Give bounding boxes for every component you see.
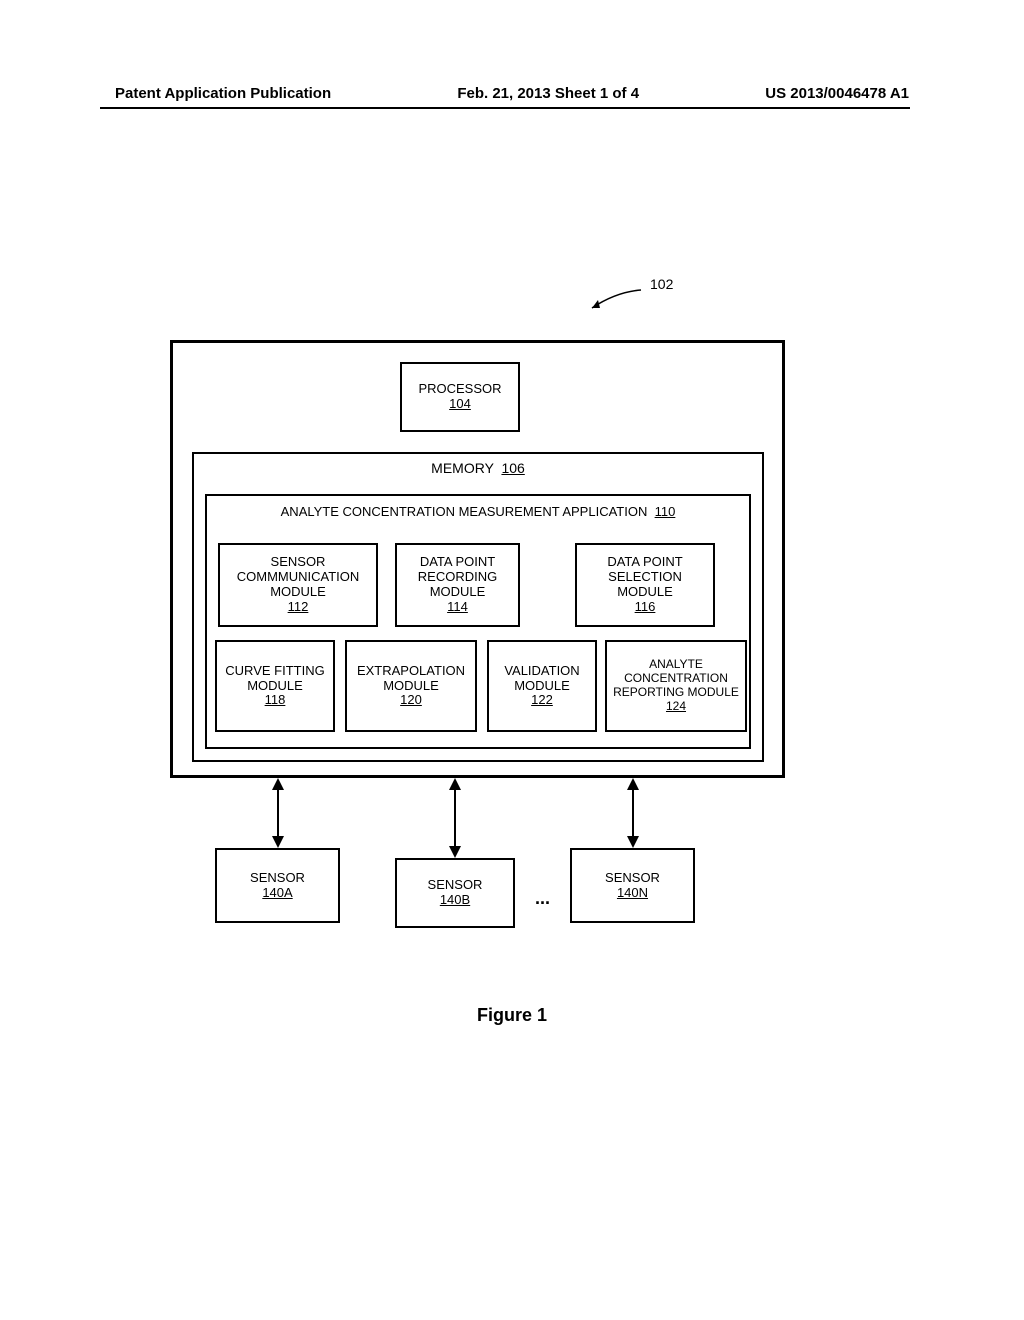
figure-caption: Figure 1 (0, 1005, 1024, 1026)
app-ref: 110 (655, 504, 676, 519)
m124-ref: 124 (666, 700, 686, 714)
m120-ref: 120 (400, 693, 422, 708)
arrow-sensor-n (625, 778, 641, 848)
arrow-sensor-a (270, 778, 286, 848)
m116-ref: 116 (635, 600, 656, 615)
module-118: CURVE FITTING MODULE 118 (215, 640, 335, 732)
sensor-a-title: SENSOR (250, 871, 305, 886)
processor-ref: 104 (449, 397, 471, 412)
m118-l2: MODULE (247, 679, 303, 694)
m118-l1: CURVE FITTING (225, 664, 324, 679)
m122-l1: VALIDATION (504, 664, 579, 679)
module-122: VALIDATION MODULE 122 (487, 640, 597, 732)
ref-102: 102 (650, 276, 673, 292)
m124-l1: ANALYTE (649, 658, 703, 672)
m120-l2: MODULE (383, 679, 439, 694)
m112-ref: 112 (288, 600, 309, 615)
module-120: EXTRAPOLATION MODULE 120 (345, 640, 477, 732)
app-label-row: ANALYTE CONCENTRATION MEASUREMENT APPLIC… (207, 504, 749, 519)
m112-l1: SENSOR (271, 555, 326, 570)
m122-ref: 122 (531, 693, 553, 708)
m118-ref: 118 (265, 693, 286, 708)
m112-l2: COMMMUNICATION (237, 570, 360, 585)
arrow-sensor-b (447, 778, 463, 858)
header-right: US 2013/0046478 A1 (765, 85, 909, 102)
leader-102 (586, 288, 646, 314)
m122-l2: MODULE (514, 679, 570, 694)
processor-title: PROCESSOR (418, 382, 501, 397)
sensor-n: SENSOR 140N (570, 848, 695, 923)
m114-l3: MODULE (430, 585, 486, 600)
app-title: ANALYTE CONCENTRATION MEASUREMENT APPLIC… (281, 504, 648, 519)
m114-ref: 114 (447, 600, 468, 615)
memory-label-row: MEMORY 106 (194, 460, 762, 476)
sensor-ellipsis: ... (535, 888, 550, 909)
memory-ref: 106 (501, 460, 524, 476)
m116-l2: SELECTION (608, 570, 682, 585)
module-114: DATA POINT RECORDING MODULE 114 (395, 543, 520, 627)
sensor-n-ref: 140N (617, 886, 648, 901)
sensor-a: SENSOR 140A (215, 848, 340, 923)
m120-l1: EXTRAPOLATION (357, 664, 465, 679)
module-116: DATA POINT SELECTION MODULE 116 (575, 543, 715, 627)
sensor-b-ref: 140B (440, 893, 470, 908)
page-header: Patent Application Publication Feb. 21, … (0, 85, 1024, 102)
sensor-b: SENSOR 140B (395, 858, 515, 928)
sensor-b-title: SENSOR (428, 878, 483, 893)
sensor-a-ref: 140A (262, 886, 292, 901)
m124-l2: CONCENTRATION (624, 672, 728, 686)
header-center: Feb. 21, 2013 Sheet 1 of 4 (457, 85, 639, 102)
m114-l2: RECORDING (418, 570, 497, 585)
module-124: ANALYTE CONCENTRATION REPORTING MODULE 1… (605, 640, 747, 732)
memory-title: MEMORY (431, 460, 494, 476)
m116-l1: DATA POINT (607, 555, 682, 570)
m112-l3: MODULE (270, 585, 326, 600)
sensor-n-title: SENSOR (605, 871, 660, 886)
header-rule (100, 107, 910, 109)
m116-l3: MODULE (617, 585, 673, 600)
header-left: Patent Application Publication (115, 85, 331, 102)
m124-l3: REPORTING MODULE (613, 686, 739, 700)
processor-box: PROCESSOR 104 (400, 362, 520, 432)
m114-l1: DATA POINT (420, 555, 495, 570)
module-112: SENSOR COMMMUNICATION MODULE 112 (218, 543, 378, 627)
